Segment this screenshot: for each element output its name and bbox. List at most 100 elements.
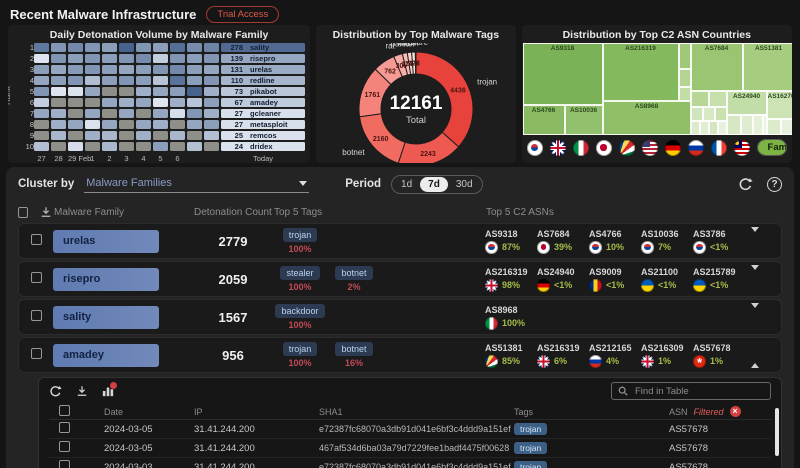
col-header-family[interactable]: Malware Family: [54, 206, 125, 218]
treemap-cell-as8968[interactable]: AS8968: [602, 101, 691, 135]
heatmap-cell[interactable]: [187, 131, 202, 140]
heatmap-cell[interactable]: [34, 43, 49, 52]
heatmap-cell[interactable]: [204, 87, 219, 96]
heatmap-cell[interactable]: [136, 87, 151, 96]
tag-pill[interactable]: trojan: [282, 342, 318, 356]
heatmap-legend-cell[interactable]: 139 risepro: [221, 54, 305, 63]
table-row[interactable]: risepro 2059 stealer 100% botnet 2% AS216319 98…: [18, 261, 782, 297]
heatmap-legend-cell[interactable]: 24 dridex: [221, 142, 305, 151]
heatmap-legend-cell[interactable]: 131 urelas: [221, 65, 305, 74]
heatmap-cell[interactable]: [153, 54, 168, 63]
heatmap-cell[interactable]: [204, 65, 219, 74]
select-all-checkbox[interactable]: [18, 206, 28, 218]
treemap-cell[interactable]: [678, 43, 691, 69]
treemap-cell[interactable]: [690, 107, 703, 121]
heatmap-cell[interactable]: [153, 98, 168, 107]
refresh-icon[interactable]: [49, 385, 62, 398]
heatmap-cell[interactable]: [34, 76, 49, 85]
heatmap-cell[interactable]: [85, 142, 100, 151]
heatmap-cell[interactable]: [85, 109, 100, 118]
table-row[interactable]: sality 1567 backdoor 100% AS8968 100%: [18, 299, 782, 335]
heatmap-cell[interactable]: [68, 109, 83, 118]
period-30d-button[interactable]: 30d: [455, 178, 473, 190]
heatmap-cell[interactable]: [102, 76, 117, 85]
heatmap-cell[interactable]: [170, 54, 185, 63]
heatmap-cell[interactable]: [51, 65, 66, 74]
heatmap-cell[interactable]: [34, 131, 49, 140]
heatmap-cell[interactable]: [102, 142, 117, 151]
heatmap-cell[interactable]: [187, 76, 202, 85]
tag-pill[interactable]: stealer: [280, 266, 320, 280]
heatmap-cell[interactable]: [153, 43, 168, 52]
treemap-cell-as216319[interactable]: AS216319: [602, 43, 679, 101]
col-header-date[interactable]: Date: [104, 406, 124, 417]
heatmap-cell[interactable]: [85, 43, 100, 52]
heatmap-cell[interactable]: [68, 120, 83, 129]
treemap-cell[interactable]: [717, 121, 727, 135]
heatmap-cell[interactable]: [119, 98, 134, 107]
heatmap-cell[interactable]: [187, 87, 202, 96]
heatmap-cell[interactable]: [102, 65, 117, 74]
heatmap-cell[interactable]: [204, 109, 219, 118]
treemap-cell[interactable]: [708, 121, 718, 135]
row-checkbox[interactable]: [30, 310, 42, 321]
heatmap-cell[interactable]: [204, 43, 219, 52]
row-checkbox[interactable]: [59, 460, 70, 468]
heatmap-cell[interactable]: [170, 65, 185, 74]
heatmap-cell[interactable]: [34, 109, 49, 118]
heatmap-legend-cell[interactable]: 67 amadey: [221, 98, 305, 107]
heatmap-cell[interactable]: [170, 87, 185, 96]
period-7d-button[interactable]: 7d: [420, 176, 448, 192]
search-input[interactable]: [633, 384, 753, 398]
chevron-down-icon[interactable]: [751, 265, 759, 287]
treemap-cell[interactable]: [766, 119, 781, 135]
treemap-cell[interactable]: [740, 115, 753, 135]
heatmap-cell[interactable]: [204, 120, 219, 129]
heatmap-cell[interactable]: [68, 54, 83, 63]
download-icon[interactable]: [40, 206, 52, 218]
heatmap-cell[interactable]: [170, 120, 185, 129]
family-button[interactable]: amadey: [53, 343, 159, 367]
heatmap-cell[interactable]: [102, 131, 117, 140]
heatmap-cell[interactable]: [119, 120, 134, 129]
heatmap-cell[interactable]: [102, 87, 117, 96]
chevron-up-icon[interactable]: [751, 346, 759, 368]
heatmap-cell[interactable]: [51, 76, 66, 85]
heatmap-cell[interactable]: [34, 120, 49, 129]
col-header-tags[interactable]: Tags: [514, 406, 534, 417]
heatmap-cell[interactable]: [170, 142, 185, 151]
treemap-cell-as16276[interactable]: AS16276: [766, 91, 793, 119]
column-chart-icon[interactable]: [102, 382, 117, 397]
heatmap-cell[interactable]: [51, 43, 66, 52]
table-row[interactable]: 2024-03-05 31.41.244.200 467af534d6ba03a79…: [49, 439, 771, 458]
heatmap-cell[interactable]: [34, 65, 49, 74]
heatmap-cell[interactable]: [170, 98, 185, 107]
table-row[interactable]: 2024-03-05 31.41.244.200 e72387fc68070a3db…: [49, 420, 771, 439]
heatmap-cell[interactable]: [119, 109, 134, 118]
treemap-cell[interactable]: [714, 107, 727, 121]
chevron-down-icon[interactable]: [751, 227, 759, 249]
col-header-asn[interactable]: ASN: [669, 406, 688, 417]
heatmap-cell[interactable]: [204, 98, 219, 107]
heatmap-cell[interactable]: [68, 76, 83, 85]
heatmap-cell[interactable]: [68, 98, 83, 107]
treemap-cell-as10036[interactable]: AS10036: [564, 105, 603, 135]
heatmap-cell[interactable]: [119, 43, 134, 52]
trial-access-badge[interactable]: Trial Access: [206, 6, 280, 23]
col-header-sha1[interactable]: SHA1: [319, 406, 343, 417]
heatmap-cell[interactable]: [85, 87, 100, 96]
row-checkbox[interactable]: [30, 234, 42, 245]
heatmap-legend-cell[interactable]: 110 redline: [221, 76, 305, 85]
heatmap-cell[interactable]: [136, 109, 151, 118]
scrollbar-thumb[interactable]: [775, 408, 779, 456]
heatmap-cell[interactable]: [136, 120, 151, 129]
heatmap-cell[interactable]: [102, 54, 117, 63]
clear-filter-icon[interactable]: ×: [729, 406, 741, 417]
heatmap-cell[interactable]: [153, 87, 168, 96]
heatmap-cell[interactable]: [119, 54, 134, 63]
family-button[interactable]: urelas: [53, 229, 159, 253]
row-checkbox[interactable]: [30, 348, 42, 359]
family-button[interactable]: sality: [53, 305, 159, 329]
treemap-cell-as4766[interactable]: AS4766: [522, 105, 565, 135]
col-header-ip[interactable]: IP: [194, 406, 203, 417]
